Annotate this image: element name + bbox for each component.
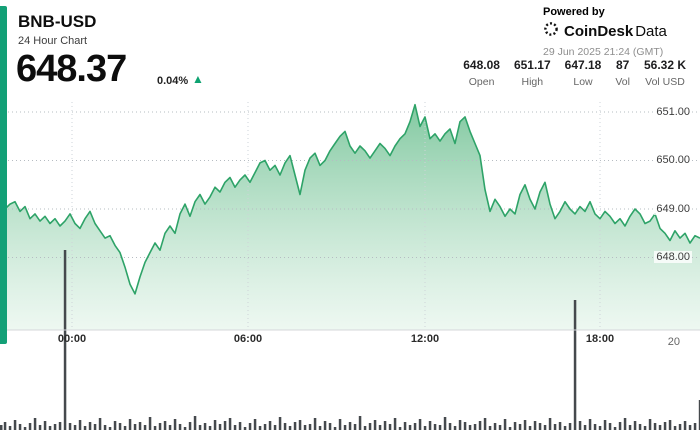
stat-value: 651.17 — [513, 58, 551, 72]
symbol-title: BNB-USD — [18, 12, 97, 31]
stat-value: 87 — [615, 58, 630, 72]
current-price: 648.37 — [16, 48, 127, 90]
x-axis-label: 12:00 — [410, 333, 440, 345]
stat-label: Low — [573, 76, 593, 88]
y-axis-label: 648.00 — [654, 251, 692, 263]
stat-value: 56.32 K — [643, 58, 686, 72]
volume-axis-label: 20 — [667, 336, 680, 348]
powered-by-block: Powered by CoinDesk Data 29 Jun 2025 21:2… — [543, 6, 667, 58]
stat-vol-usd: 56.32 K Vol USD — [644, 58, 686, 88]
y-axis-label: 650.00 — [654, 154, 692, 166]
stat-open: 648.08 Open — [463, 58, 500, 88]
coindesk-logo-text: CoinDesk Data — [564, 23, 667, 40]
trend-up-icon: ▲ — [192, 72, 204, 86]
stat-value: 648.08 — [463, 58, 500, 72]
accent-strip — [0, 6, 7, 344]
y-axis-label: 649.00 — [654, 203, 692, 215]
coindesk-logo[interactable]: CoinDesk Data — [543, 21, 667, 42]
x-axis-label: 00:00 — [57, 333, 87, 345]
stat-label: Open — [468, 76, 495, 88]
stat-low: 647.18 Low — [565, 58, 602, 88]
stat-label: Vol — [615, 76, 630, 88]
stat-label: High — [521, 76, 544, 88]
timestamp: 29 Jun 2025 21:24 (GMT) — [543, 46, 664, 58]
stat-label: Vol USD — [645, 76, 685, 88]
coindesk-ring-icon — [543, 21, 559, 42]
chart-subtitle: 24 Hour Chart — [18, 35, 88, 47]
x-axis-label: 18:00 — [585, 333, 615, 345]
y-axis-label: 651.00 — [654, 106, 692, 118]
stat-value: 647.18 — [564, 58, 602, 72]
stat-high: 651.17 High — [514, 58, 551, 88]
powered-by-label: Powered by — [543, 6, 605, 18]
stat-vol: 87 Vol — [615, 58, 630, 88]
change-percent: 0.04% — [157, 75, 189, 87]
x-axis-label: 06:00 — [233, 333, 263, 345]
stats-row: 648.08 Open 651.17 High 647.18 Low 87 Vo… — [463, 58, 686, 88]
